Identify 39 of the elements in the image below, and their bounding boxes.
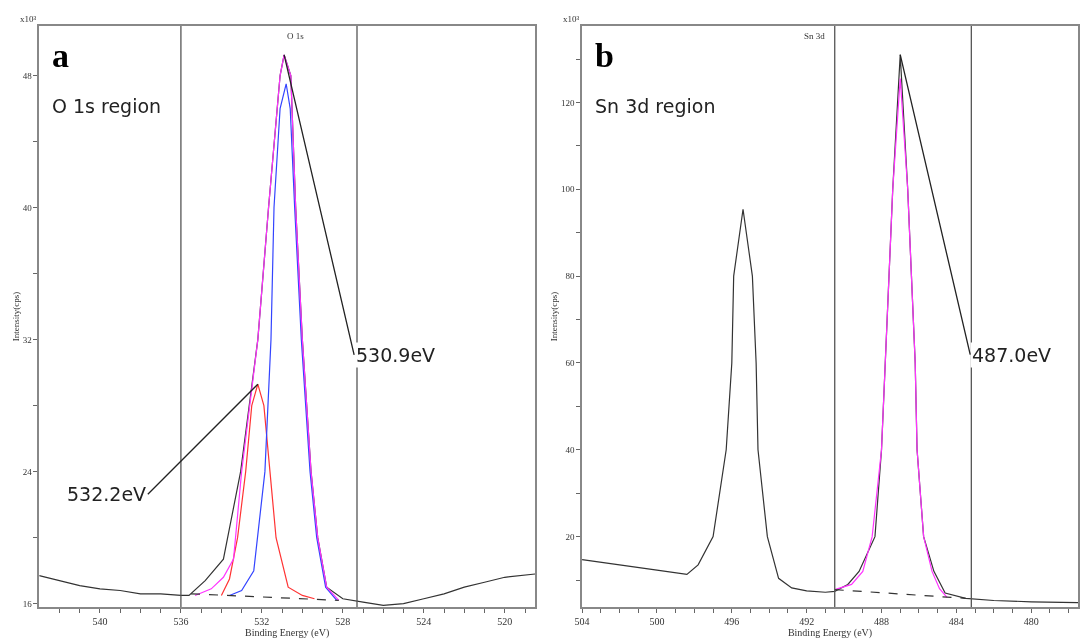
y-tick-label: 32 <box>22 334 32 345</box>
y-axis-title: Intensity(cps) <box>10 291 21 342</box>
annotation: 530.9eV <box>356 344 436 366</box>
y-tick-label: 100 <box>561 184 576 195</box>
annotation: Sn 3d region <box>595 95 716 117</box>
x-tick-label: 484 <box>948 615 964 627</box>
x-tick-label: 532 <box>254 615 270 627</box>
x-tick-label: 504 <box>574 615 590 627</box>
text: O 1s <box>287 31 305 41</box>
y-tick-label: 40 <box>22 202 33 213</box>
annotation: 532.2eV <box>67 483 147 505</box>
x-axis-title: Binding Energy (eV) <box>245 626 330 639</box>
y-tick-label: 80 <box>565 271 576 282</box>
y-axis-title: Intensity(cps) <box>548 291 559 342</box>
x-tick-label: 540 <box>92 615 108 627</box>
y-tick-label: 40 <box>565 444 576 455</box>
y-tick-label: 20 <box>565 531 576 542</box>
x-tick-label: 480 <box>1023 615 1039 627</box>
y-tick-label: 48 <box>22 70 33 81</box>
x-tick-label: 488 <box>874 615 890 627</box>
x-tick-label: 528 <box>335 615 351 627</box>
x-tick-label: 520 <box>497 615 513 627</box>
annotation: 487.0eV <box>972 344 1052 366</box>
x-tick-label: 536 <box>173 615 189 627</box>
annotation: a <box>52 37 69 74</box>
y-tick-label: 120 <box>561 97 576 108</box>
text: Sn 3d <box>804 31 826 41</box>
x-tick-label: 500 <box>649 615 665 627</box>
text: x10³ <box>563 14 580 24</box>
x-tick-label: 524 <box>416 615 432 627</box>
x-axis-title: Binding Energy (eV) <box>787 626 873 639</box>
text: x10³ <box>20 14 37 24</box>
annotation: O 1s region <box>52 95 162 117</box>
y-tick-label: 60 <box>565 358 576 369</box>
y-tick-label: 24 <box>22 466 33 477</box>
x-tick-label: 496 <box>724 615 740 627</box>
x-tick-label: 492 <box>799 615 815 627</box>
y-tick-label: 16 <box>22 598 33 609</box>
annotation: b <box>595 37 614 74</box>
